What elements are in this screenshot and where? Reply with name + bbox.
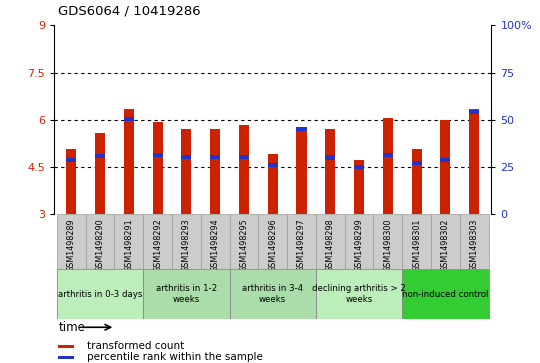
Text: GSM1498294: GSM1498294 — [211, 219, 220, 272]
Bar — [402, 214, 431, 269]
Bar — [230, 214, 258, 269]
Text: arthritis in 0-3 days: arthritis in 0-3 days — [58, 290, 142, 298]
Bar — [66, 158, 76, 162]
Bar — [268, 154, 278, 214]
Bar — [469, 109, 479, 214]
Text: GSM1498298: GSM1498298 — [326, 219, 335, 272]
Bar — [181, 129, 191, 214]
Bar — [143, 214, 172, 269]
Text: GSM1498295: GSM1498295 — [239, 219, 248, 272]
Bar — [287, 214, 316, 269]
Bar — [66, 149, 76, 214]
Bar — [411, 161, 422, 165]
Bar — [57, 269, 143, 319]
Bar — [239, 155, 249, 159]
Text: declining arthritis > 2
weeks: declining arthritis > 2 weeks — [312, 284, 406, 304]
Bar — [230, 269, 316, 319]
Bar — [181, 155, 191, 159]
Text: GSM1498303: GSM1498303 — [470, 219, 478, 272]
Bar — [296, 129, 307, 214]
Bar — [325, 129, 335, 214]
Text: GSM1498296: GSM1498296 — [268, 219, 277, 272]
Bar — [239, 126, 249, 214]
Text: percentile rank within the sample: percentile rank within the sample — [87, 352, 262, 362]
Bar — [411, 149, 422, 214]
Text: GSM1498302: GSM1498302 — [441, 219, 450, 272]
Text: transformed count: transformed count — [87, 342, 184, 351]
Bar — [374, 214, 402, 269]
Bar — [402, 269, 489, 319]
Bar — [172, 214, 201, 269]
Bar — [460, 214, 489, 269]
Bar — [268, 163, 278, 167]
Bar — [124, 109, 134, 214]
Bar — [153, 122, 163, 214]
Bar — [431, 214, 460, 269]
Bar — [469, 110, 479, 114]
Bar — [258, 214, 287, 269]
Bar — [316, 214, 345, 269]
Bar — [316, 269, 402, 319]
Text: non-induced control: non-induced control — [402, 290, 489, 298]
Bar — [383, 153, 393, 157]
Text: GSM1498293: GSM1498293 — [182, 219, 191, 272]
Bar — [58, 356, 74, 359]
Text: GSM1498297: GSM1498297 — [297, 219, 306, 272]
Bar — [58, 346, 74, 348]
Bar — [201, 214, 230, 269]
Bar — [143, 269, 230, 319]
Text: GSM1498300: GSM1498300 — [383, 219, 392, 272]
Bar — [153, 153, 163, 157]
Bar — [57, 214, 86, 269]
Bar — [296, 127, 307, 131]
Bar — [95, 133, 105, 214]
Text: arthritis in 3-4
weeks: arthritis in 3-4 weeks — [242, 284, 303, 304]
Text: GSM1498291: GSM1498291 — [124, 219, 133, 272]
Bar — [440, 121, 450, 214]
Bar — [124, 117, 134, 121]
Bar — [325, 155, 335, 160]
Bar — [86, 214, 114, 269]
Bar — [114, 214, 143, 269]
Text: arthritis in 1-2
weeks: arthritis in 1-2 weeks — [156, 284, 217, 304]
Bar — [345, 214, 374, 269]
Text: GDS6064 / 10419286: GDS6064 / 10419286 — [58, 5, 201, 18]
Text: GSM1498299: GSM1498299 — [355, 219, 363, 272]
Text: GSM1498289: GSM1498289 — [67, 219, 76, 272]
Text: GSM1498290: GSM1498290 — [96, 219, 105, 272]
Bar — [440, 158, 450, 162]
Text: time: time — [58, 321, 85, 334]
Bar — [383, 118, 393, 214]
Text: GSM1498301: GSM1498301 — [412, 219, 421, 272]
Bar — [210, 129, 220, 214]
Bar — [210, 155, 220, 159]
Text: GSM1498292: GSM1498292 — [153, 219, 162, 272]
Bar — [354, 165, 364, 169]
Bar — [354, 160, 364, 214]
Bar — [95, 154, 105, 158]
